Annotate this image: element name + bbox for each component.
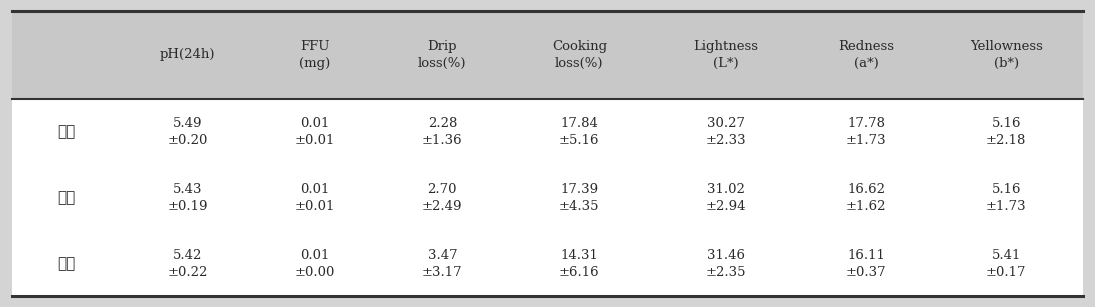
Text: 5.41
±0.17: 5.41 ±0.17 [986, 249, 1026, 278]
Text: 31.02
±2.94: 31.02 ±2.94 [705, 183, 746, 213]
Text: 3.47
±3.17: 3.47 ±3.17 [422, 249, 463, 278]
Text: 수컷: 수컷 [57, 190, 76, 205]
Text: pH(24h): pH(24h) [160, 48, 216, 61]
Text: 16.11
±0.37: 16.11 ±0.37 [845, 249, 886, 278]
Text: Cooking
loss(%): Cooking loss(%) [552, 40, 607, 70]
Text: 거세: 거세 [57, 256, 76, 271]
Text: 14.31
±6.16: 14.31 ±6.16 [560, 249, 600, 278]
Text: 30.27
±2.33: 30.27 ±2.33 [705, 117, 746, 147]
Text: 5.42
±0.22: 5.42 ±0.22 [168, 249, 208, 278]
Text: 31.46
±2.35: 31.46 ±2.35 [705, 249, 746, 278]
Text: 17.84
±5.16: 17.84 ±5.16 [560, 117, 600, 147]
Text: 5.16
±1.73: 5.16 ±1.73 [986, 183, 1026, 213]
Text: 0.01
±0.01: 0.01 ±0.01 [295, 183, 335, 213]
Text: 5.43
±0.19: 5.43 ±0.19 [168, 183, 208, 213]
Text: Redness
(a*): Redness (a*) [838, 40, 894, 70]
Text: 16.62
±1.62: 16.62 ±1.62 [845, 183, 886, 213]
Text: FFU
(mg): FFU (mg) [299, 40, 331, 70]
Text: 17.78
±1.73: 17.78 ±1.73 [845, 117, 886, 147]
Text: 5.16
±2.18: 5.16 ±2.18 [986, 117, 1026, 147]
Text: 0.01
±0.01: 0.01 ±0.01 [295, 117, 335, 147]
FancyBboxPatch shape [12, 99, 1083, 297]
Text: 0.01
±0.00: 0.01 ±0.00 [295, 249, 335, 278]
Text: 2.70
±2.49: 2.70 ±2.49 [423, 183, 462, 213]
FancyBboxPatch shape [12, 10, 1083, 99]
Text: 2.28
±1.36: 2.28 ±1.36 [422, 117, 463, 147]
Text: Lightness
(L*): Lightness (L*) [693, 40, 759, 70]
Text: 암컷: 암컷 [57, 125, 76, 140]
Text: 5.49
±0.20: 5.49 ±0.20 [168, 117, 208, 147]
Text: Drip
loss(%): Drip loss(%) [418, 40, 466, 70]
Text: 17.39
±4.35: 17.39 ±4.35 [560, 183, 600, 213]
Text: Yellowness
(b*): Yellowness (b*) [970, 40, 1042, 70]
